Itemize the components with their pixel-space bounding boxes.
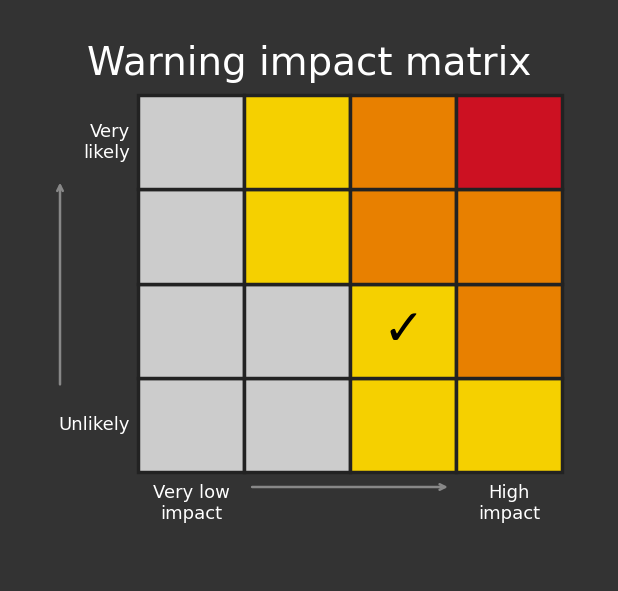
- Text: Unlikely: Unlikely: [59, 416, 130, 434]
- Text: Very
likely: Very likely: [83, 123, 130, 161]
- Bar: [244, 284, 350, 378]
- Bar: [350, 189, 456, 284]
- Bar: [138, 189, 244, 284]
- Text: ✓: ✓: [382, 307, 424, 355]
- Bar: [244, 95, 350, 189]
- Bar: [244, 378, 350, 472]
- Bar: [456, 189, 562, 284]
- Text: High
impact: High impact: [478, 484, 540, 523]
- Text: Very low
impact: Very low impact: [153, 484, 229, 523]
- Bar: [456, 95, 562, 189]
- Bar: [138, 284, 244, 378]
- Bar: [350, 284, 456, 378]
- Bar: [244, 189, 350, 284]
- Bar: [456, 378, 562, 472]
- Bar: [456, 284, 562, 378]
- Text: Warning impact matrix: Warning impact matrix: [87, 45, 531, 83]
- Bar: [350, 378, 456, 472]
- Bar: [350, 95, 456, 189]
- Bar: [138, 378, 244, 472]
- Bar: [138, 95, 244, 189]
